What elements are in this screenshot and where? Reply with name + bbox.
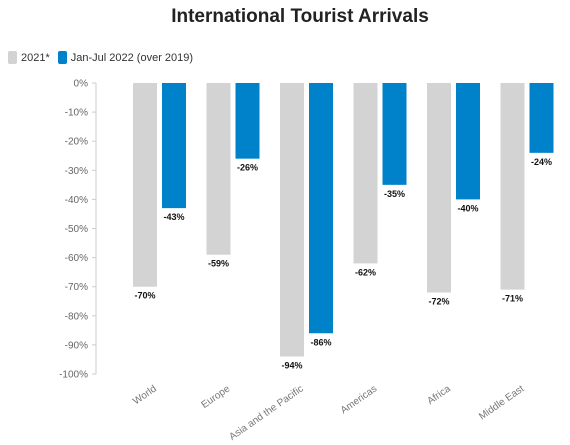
legend-item-2022: Jan-Jul 2022 (over 2019) <box>57 51 194 64</box>
data-label: -26% <box>237 163 258 173</box>
x-category-label: World <box>131 383 159 407</box>
chart-legend: 2021* Jan-Jul 2022 (over 2019) <box>8 51 201 64</box>
bar-2021 <box>353 83 378 264</box>
legend-label-2022: Jan-Jul 2022 (over 2019) <box>70 51 194 64</box>
y-tick-label: -90% <box>65 340 88 351</box>
y-tick-label: -40% <box>65 195 88 206</box>
legend-label-2021: 2021* <box>21 51 50 64</box>
bar-2022 <box>235 83 260 159</box>
chart-title: International Tourist Arrivals <box>171 6 429 27</box>
data-label: -35% <box>384 189 405 199</box>
data-label: -86% <box>310 337 331 347</box>
data-label: -59% <box>208 259 229 269</box>
y-tick-label: -20% <box>65 137 88 148</box>
bar-2022 <box>309 83 333 334</box>
bar-2021 <box>280 83 304 357</box>
legend-swatch-2021 <box>8 51 17 64</box>
y-tick-label: -60% <box>65 253 88 264</box>
data-label: -40% <box>457 203 478 213</box>
bar-2022 <box>456 83 480 200</box>
x-category-label: Africa <box>425 383 453 407</box>
bar-2021 <box>427 83 451 293</box>
y-tick-label: -30% <box>65 166 88 177</box>
data-label: -24% <box>531 157 552 167</box>
bar-2022 <box>529 83 554 153</box>
data-label: -62% <box>355 267 376 277</box>
bar-2022 <box>162 83 186 209</box>
x-category-label: Asia and the Pacific <box>227 383 305 442</box>
x-category-label: Middle East <box>477 383 526 422</box>
y-tick-label: -70% <box>65 282 88 293</box>
data-label: -71% <box>502 294 523 304</box>
y-tick-label: 0% <box>74 79 89 90</box>
bar-2021 <box>133 83 157 287</box>
data-label: -94% <box>281 361 302 371</box>
x-category-label: Europe <box>199 383 232 411</box>
x-category-label: Americas <box>339 383 379 416</box>
y-tick-label: -10% <box>65 108 88 119</box>
bar-2021 <box>500 83 525 290</box>
y-tick-label: -100% <box>59 370 88 381</box>
bar-2021 <box>206 83 231 255</box>
bar-2022 <box>382 83 407 185</box>
y-tick-label: -50% <box>65 224 88 235</box>
data-label: -70% <box>134 291 155 301</box>
data-label: -72% <box>428 297 449 307</box>
y-tick-label: -80% <box>65 311 88 322</box>
legend-item-2021: 2021* <box>8 51 50 64</box>
data-label: -43% <box>163 212 184 222</box>
legend-swatch-2022 <box>57 51 67 64</box>
